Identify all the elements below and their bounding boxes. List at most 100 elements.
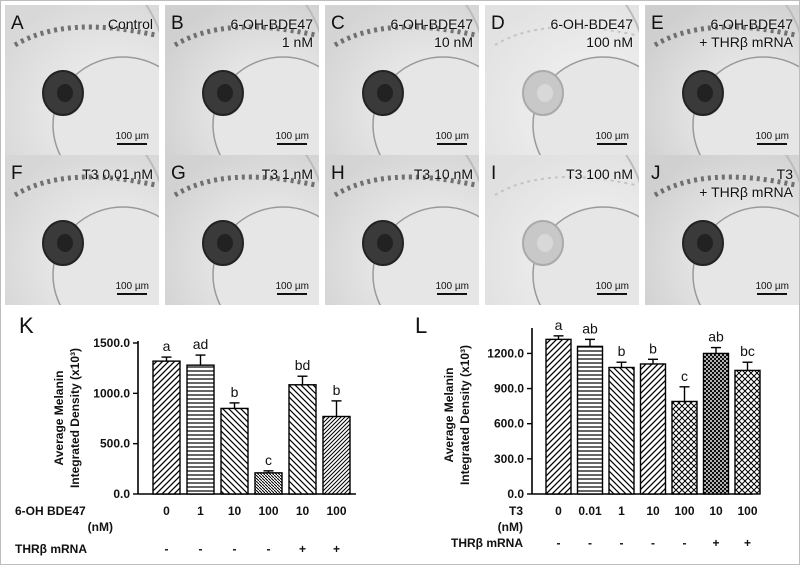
scale-bar: 100 µm — [595, 131, 629, 145]
scale-bar: 100 µm — [595, 281, 629, 295]
scale-bar-label: 100 µm — [755, 281, 789, 292]
bar — [288, 384, 317, 495]
chart-panel-label: K — [19, 313, 34, 338]
mrna-row-header: THRβ mRNA — [15, 542, 87, 556]
significance-letter: a — [555, 317, 563, 333]
micrograph-panel-g: G T3 1 nM 100 µm — [165, 155, 319, 305]
mrna-label: - — [588, 536, 592, 550]
category-label: 10 — [296, 504, 310, 518]
panel-label: I — [491, 163, 497, 184]
micrograph-panel-d: D 6-OH-BDE47 100 nM 100 µm — [485, 5, 639, 155]
panel-condition: 6-OH-BDE47 100 nM — [551, 15, 633, 51]
embryo-image — [645, 155, 799, 305]
y-tick-label: 900.0 — [494, 382, 524, 396]
mrna-label: - — [233, 542, 237, 556]
scale-bar-line — [117, 143, 148, 145]
scale-bar-label: 100 µm — [115, 281, 149, 292]
scale-bar-label: 100 µm — [595, 281, 629, 292]
scale-bar-line — [277, 143, 308, 145]
significance-letter: bd — [295, 357, 311, 373]
micrograph-panel-b: B 6-OH-BDE47 1 nM 100 µm — [165, 5, 319, 155]
category-label: 0.01 — [578, 504, 602, 518]
significance-letter: bc — [740, 343, 755, 359]
micrograph-panel-j: J T3 + THRβ mRNA 100 µm — [645, 155, 799, 305]
scale-bar: 100 µm — [275, 131, 309, 145]
micrograph-panel-h: H T3 10 nM 100 µm — [325, 155, 479, 305]
mrna-label: - — [651, 536, 655, 550]
condition-line: T3 0.01 nM — [82, 166, 153, 182]
bar — [152, 360, 181, 495]
significance-letter: b — [649, 340, 657, 356]
significance-letter: ad — [193, 336, 209, 352]
category-label: 100 — [326, 504, 346, 518]
scale-bar-label: 100 µm — [755, 131, 789, 142]
bar — [322, 415, 351, 495]
condition-line: T3 — [776, 166, 793, 182]
condition-line: + THRβ mRNA — [699, 184, 793, 200]
panel-label: A — [11, 13, 24, 34]
panel-condition: T3 100 nM — [566, 165, 633, 183]
scale-bar-label: 100 µm — [435, 131, 469, 142]
mrna-label: + — [744, 536, 751, 550]
mrna-label: + — [299, 542, 306, 556]
y-tick-label: 1500.0 — [93, 336, 130, 350]
y-tick-label: 0.0 — [507, 487, 524, 501]
panel-condition: 6-OH-BDE47 + THRβ mRNA — [699, 15, 793, 51]
condition-line: 1 nM — [281, 34, 313, 50]
scale-bar-line — [437, 293, 468, 295]
mrna-label: - — [267, 542, 271, 556]
y-axis-title-line: Average Melanin — [442, 368, 456, 463]
panel-label: G — [171, 163, 186, 184]
mrna-label: - — [199, 542, 203, 556]
y-axis-title-line: Average Melanin — [52, 371, 66, 466]
scale-bar-line — [437, 143, 468, 145]
significance-letter: a — [163, 338, 171, 354]
y-tick-label: 1200.0 — [487, 346, 524, 360]
category-label: 1 — [618, 504, 625, 518]
scale-bar-label: 100 µm — [115, 131, 149, 142]
bar — [608, 366, 635, 495]
scale-bar: 100 µm — [755, 131, 789, 145]
mrna-row-header: THRβ mRNA — [451, 536, 523, 550]
treatment-row-header: T3 — [509, 504, 523, 518]
panel-condition: T3 10 nM — [414, 165, 473, 183]
bar — [254, 472, 283, 495]
condition-line: 6-OH-BDE47 — [710, 16, 793, 32]
category-label: 1 — [197, 504, 204, 518]
mrna-label: - — [620, 536, 624, 550]
embryo-image — [165, 155, 319, 305]
condition-line: T3 100 nM — [566, 166, 633, 182]
significance-letter: b — [231, 384, 239, 400]
panel-label: E — [651, 13, 664, 34]
scale-bar-line — [597, 143, 628, 145]
bar — [639, 363, 667, 495]
condition-line: 6-OH-BDE47 — [230, 16, 313, 32]
bar — [734, 369, 761, 495]
panel-label: C — [331, 13, 345, 34]
mrna-label: - — [557, 536, 561, 550]
condition-line: 6-OH-BDE47 — [550, 16, 633, 32]
scale-bar: 100 µm — [435, 281, 469, 295]
scale-bar: 100 µm — [755, 281, 789, 295]
panel-label: J — [651, 163, 661, 184]
category-label: 0 — [163, 504, 170, 518]
micrograph-panel-c: C 6-OH-BDE47 10 nM 100 µm — [325, 5, 479, 155]
embryo-image — [485, 5, 639, 155]
condition-line: 6-OH-BDE47 — [390, 16, 473, 32]
y-tick-label: 500.0 — [100, 437, 130, 451]
micrograph-panel-e: E 6-OH-BDE47 + THRβ mRNA 100 µm — [645, 5, 799, 155]
panel-label: H — [331, 163, 345, 184]
y-tick-label: 300.0 — [494, 452, 524, 466]
mrna-label: - — [683, 536, 687, 550]
condition-line: T3 10 nM — [413, 166, 473, 182]
panel-condition: 6-OH-BDE47 10 nM — [391, 15, 473, 51]
panel-label: D — [491, 13, 505, 34]
micrograph-panel-i: I T3 100 nM 100 µm — [485, 155, 639, 305]
scale-bar-line — [757, 143, 788, 145]
micrograph-panel-f: F T3 0.01 nM 100 µm — [5, 155, 159, 305]
y-axis-title-line: Integrated Density (x10³) — [458, 345, 472, 485]
category-label: 10 — [228, 504, 242, 518]
scale-bar: 100 µm — [115, 281, 149, 295]
condition-line: T3 1 nM — [261, 166, 313, 182]
condition-line: 10 nM — [434, 34, 473, 50]
